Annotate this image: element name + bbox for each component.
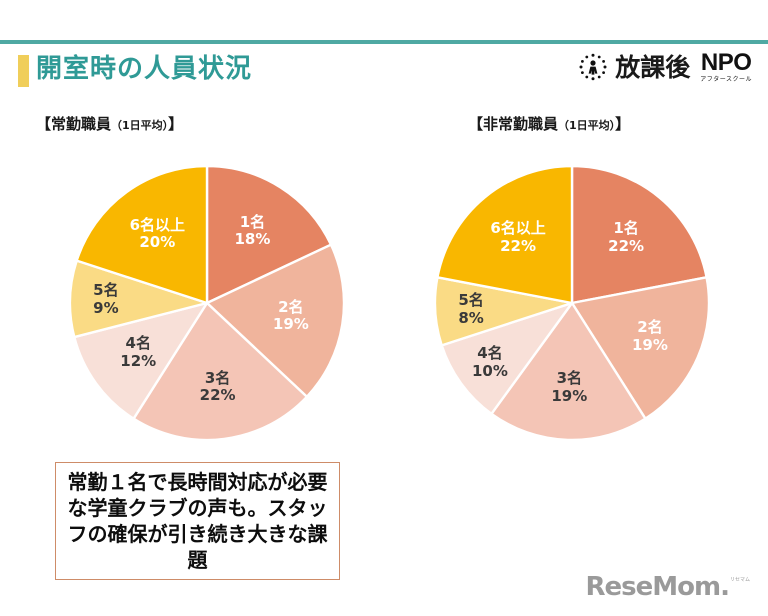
watermark-text: ReseMom. xyxy=(585,572,730,602)
pie-slice[interactable] xyxy=(205,243,344,398)
heading-main-text: 【常勤職員 xyxy=(36,115,112,133)
heading-main-text: 【非常勤職員 xyxy=(468,115,559,133)
header-rule xyxy=(0,40,768,44)
title-accent-bar xyxy=(18,55,29,87)
chart-heading-fulltime: 【常勤職員（1日平均）】 xyxy=(36,113,183,134)
pie-slice[interactable] xyxy=(490,301,647,440)
brand-logo: 放課後 NPO アフタースクール xyxy=(578,46,752,88)
pie-chart-fulltime: 1名 18% 2名 19% 3名 22% 4名 12% 5名 9% 6名以上 20% xyxy=(70,166,344,440)
pie-chart-parttime: 1名 22% 2名 19% 3名 19% 4名 10% 5名 8% 6名以上 22% xyxy=(435,166,709,440)
pie-slice[interactable] xyxy=(440,301,574,416)
logo-npo-block: NPO アフタースクール xyxy=(700,51,752,83)
pie-slice[interactable] xyxy=(436,166,574,305)
heading-end-text: 】 xyxy=(615,115,631,133)
logo-npo-text: NPO xyxy=(700,49,752,76)
pie-slice[interactable] xyxy=(570,276,709,420)
pie-svg xyxy=(435,166,709,440)
pie-slice[interactable] xyxy=(75,166,209,305)
header: 開室時の人員状況 xyxy=(0,48,768,94)
callout-box: 常勤１名で長時間対応が必要な学童クラブの声も。スタッフの確保が引き続き大きな課題 xyxy=(55,462,340,580)
pie-slice[interactable] xyxy=(570,166,708,305)
page-title: 開室時の人員状況 xyxy=(36,54,253,84)
logo-wordmark: 放課後 xyxy=(615,52,691,82)
heading-small-text: （1日平均） xyxy=(558,119,616,132)
logo-subtitle: アフタースクール xyxy=(700,76,752,83)
heading-end-text: 】 xyxy=(168,115,184,133)
pie-slice[interactable] xyxy=(132,301,309,440)
chart-heading-parttime: 【非常勤職員（1日平均）】 xyxy=(468,113,630,134)
heading-small-text: （1日平均） xyxy=(111,119,169,132)
pie-slice[interactable] xyxy=(73,301,209,420)
watermark-kana: リセマム xyxy=(729,577,750,583)
pie-slice[interactable] xyxy=(205,166,333,305)
callout-text: 常勤１名で長時間対応が必要な学童クラブの声も。スタッフの確保が引き続き大きな課題 xyxy=(67,470,328,572)
pie-svg xyxy=(70,166,344,440)
watermark: ReseMom. リセマム xyxy=(586,574,750,600)
dotted-circle-person-icon xyxy=(578,52,608,82)
